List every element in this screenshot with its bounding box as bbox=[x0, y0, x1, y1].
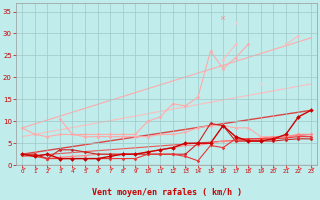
X-axis label: Vent moyen/en rafales ( km/h ): Vent moyen/en rafales ( km/h ) bbox=[92, 188, 242, 197]
